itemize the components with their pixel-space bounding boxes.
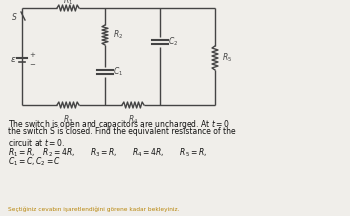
Text: $R_4$: $R_4$: [128, 113, 138, 125]
Text: $R_3$: $R_3$: [63, 113, 73, 125]
Text: $C_2$: $C_2$: [168, 36, 178, 48]
Text: circuit at $t = 0$.: circuit at $t = 0$.: [8, 137, 65, 148]
Text: ε: ε: [10, 56, 15, 65]
Text: the switch S is closed. Find the equivalent resistance of the: the switch S is closed. Find the equival…: [8, 127, 236, 137]
Text: $R_2$: $R_2$: [113, 29, 123, 41]
Text: $C_1 = C, C_2 = C$: $C_1 = C, C_2 = C$: [8, 156, 61, 168]
Text: −: −: [29, 62, 35, 68]
Text: +: +: [29, 52, 35, 58]
Text: $C_1$: $C_1$: [113, 66, 123, 78]
Text: $R_1$: $R_1$: [63, 0, 73, 7]
Text: Seçtiğiniz cevabın işaretlendiğini görene kadar bekleyiniz.: Seçtiğiniz cevabın işaretlendiğini gören…: [8, 207, 180, 213]
Text: The switch is open and capacitors are uncharged. At $t = 0$: The switch is open and capacitors are un…: [8, 118, 230, 131]
Text: $R_5$: $R_5$: [222, 52, 232, 64]
Text: $R_1 = R,\quad R_2 = 4R,\qquad R_3 = R,\qquad R_4 = 4R,\qquad R_5 = R,$: $R_1 = R,\quad R_2 = 4R,\qquad R_3 = R,\…: [8, 146, 207, 159]
Text: S: S: [12, 13, 16, 22]
